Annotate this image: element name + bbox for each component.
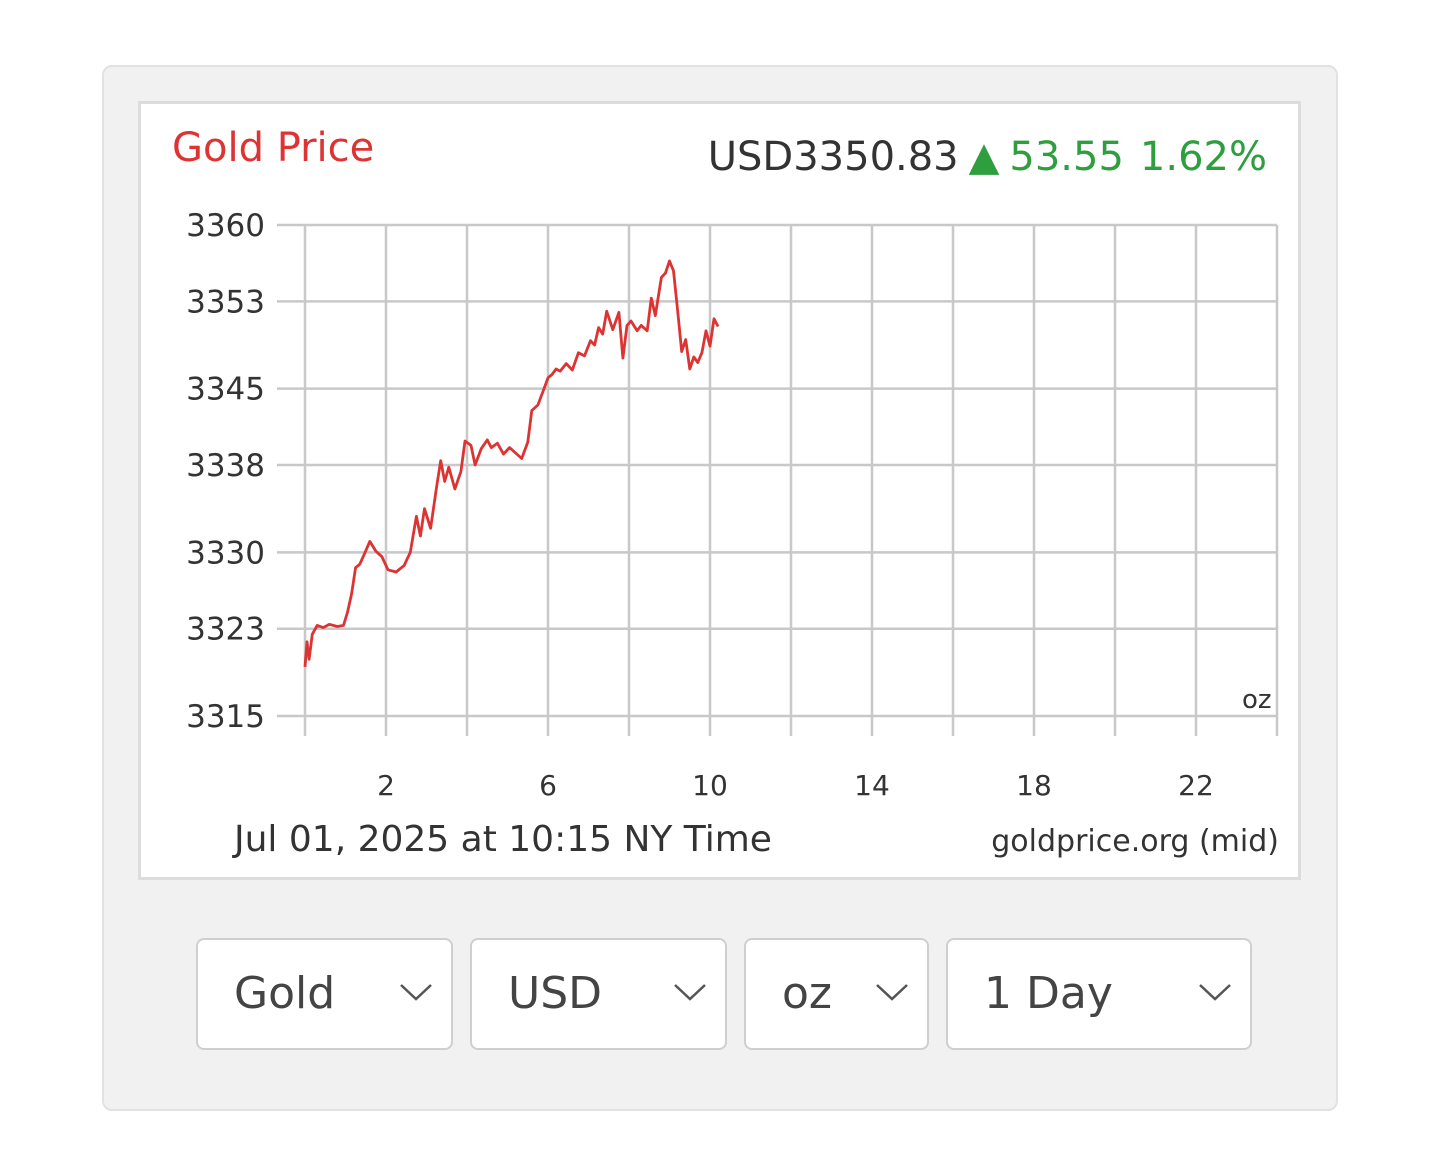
y-tick-label: 3338 — [186, 448, 265, 484]
unit-tag: oz — [1242, 685, 1272, 715]
metal-select[interactable]: Gold — [196, 938, 453, 1050]
chevron-down-icon — [876, 984, 908, 1001]
price-change: 53.55 — [1009, 134, 1124, 180]
chart-title: Gold Price — [172, 125, 374, 171]
y-tick-label: 3353 — [186, 284, 265, 320]
currency-select[interactable]: USD — [470, 938, 727, 1050]
y-tick-label: 3323 — [186, 612, 265, 648]
x-tick-label: 14 — [854, 769, 890, 802]
x-tick-label: 6 — [539, 769, 557, 802]
source-label: goldprice.org (mid) — [991, 824, 1279, 859]
unit-select[interactable]: oz — [744, 938, 929, 1050]
unit-select-value: oz — [782, 968, 833, 1019]
x-tick-label: 2 — [377, 769, 395, 802]
chevron-down-icon — [1199, 984, 1231, 1001]
price-change-percent: 1.62% — [1140, 134, 1267, 180]
current-price: USD3350.83 — [708, 134, 959, 180]
gold-price-chart: Gold Price USD3350.83 ▲ 53.55 1.62% 3315 332… — [172, 125, 1279, 860]
y-tick-label: 3360 — [186, 208, 265, 244]
metal-select-value: Gold — [234, 968, 336, 1019]
x-axis: 2 6 10 14 18 22 — [377, 769, 1214, 802]
range-select-value: 1 Day — [984, 968, 1113, 1019]
timestamp: Jul 01, 2025 at 10:15 NY Time — [232, 819, 772, 860]
up-arrow-icon: ▲ — [969, 134, 1000, 180]
series-layer — [303, 259, 720, 668]
y-tick-label: 3315 — [186, 699, 265, 735]
chevron-down-icon — [400, 984, 432, 1001]
y-axis: 3315 3323 3330 3338 3345 3353 3360 — [186, 208, 265, 735]
x-tick-label: 10 — [692, 769, 728, 802]
chart-grid — [277, 223, 1279, 736]
y-tick-label: 3330 — [186, 535, 265, 571]
price-summary: USD3350.83 ▲ 53.55 1.62% — [708, 134, 1267, 180]
price-series-line — [303, 259, 720, 668]
x-tick-label: 18 — [1016, 769, 1052, 802]
currency-select-value: USD — [508, 968, 603, 1019]
x-tick-label: 22 — [1178, 769, 1214, 802]
chevron-down-icon — [674, 984, 706, 1001]
y-tick-label: 3345 — [186, 372, 265, 408]
chart-frame: Gold Price USD3350.83 ▲ 53.55 1.62% 3315 332… — [138, 101, 1301, 880]
range-select[interactable]: 1 Day — [946, 938, 1252, 1050]
